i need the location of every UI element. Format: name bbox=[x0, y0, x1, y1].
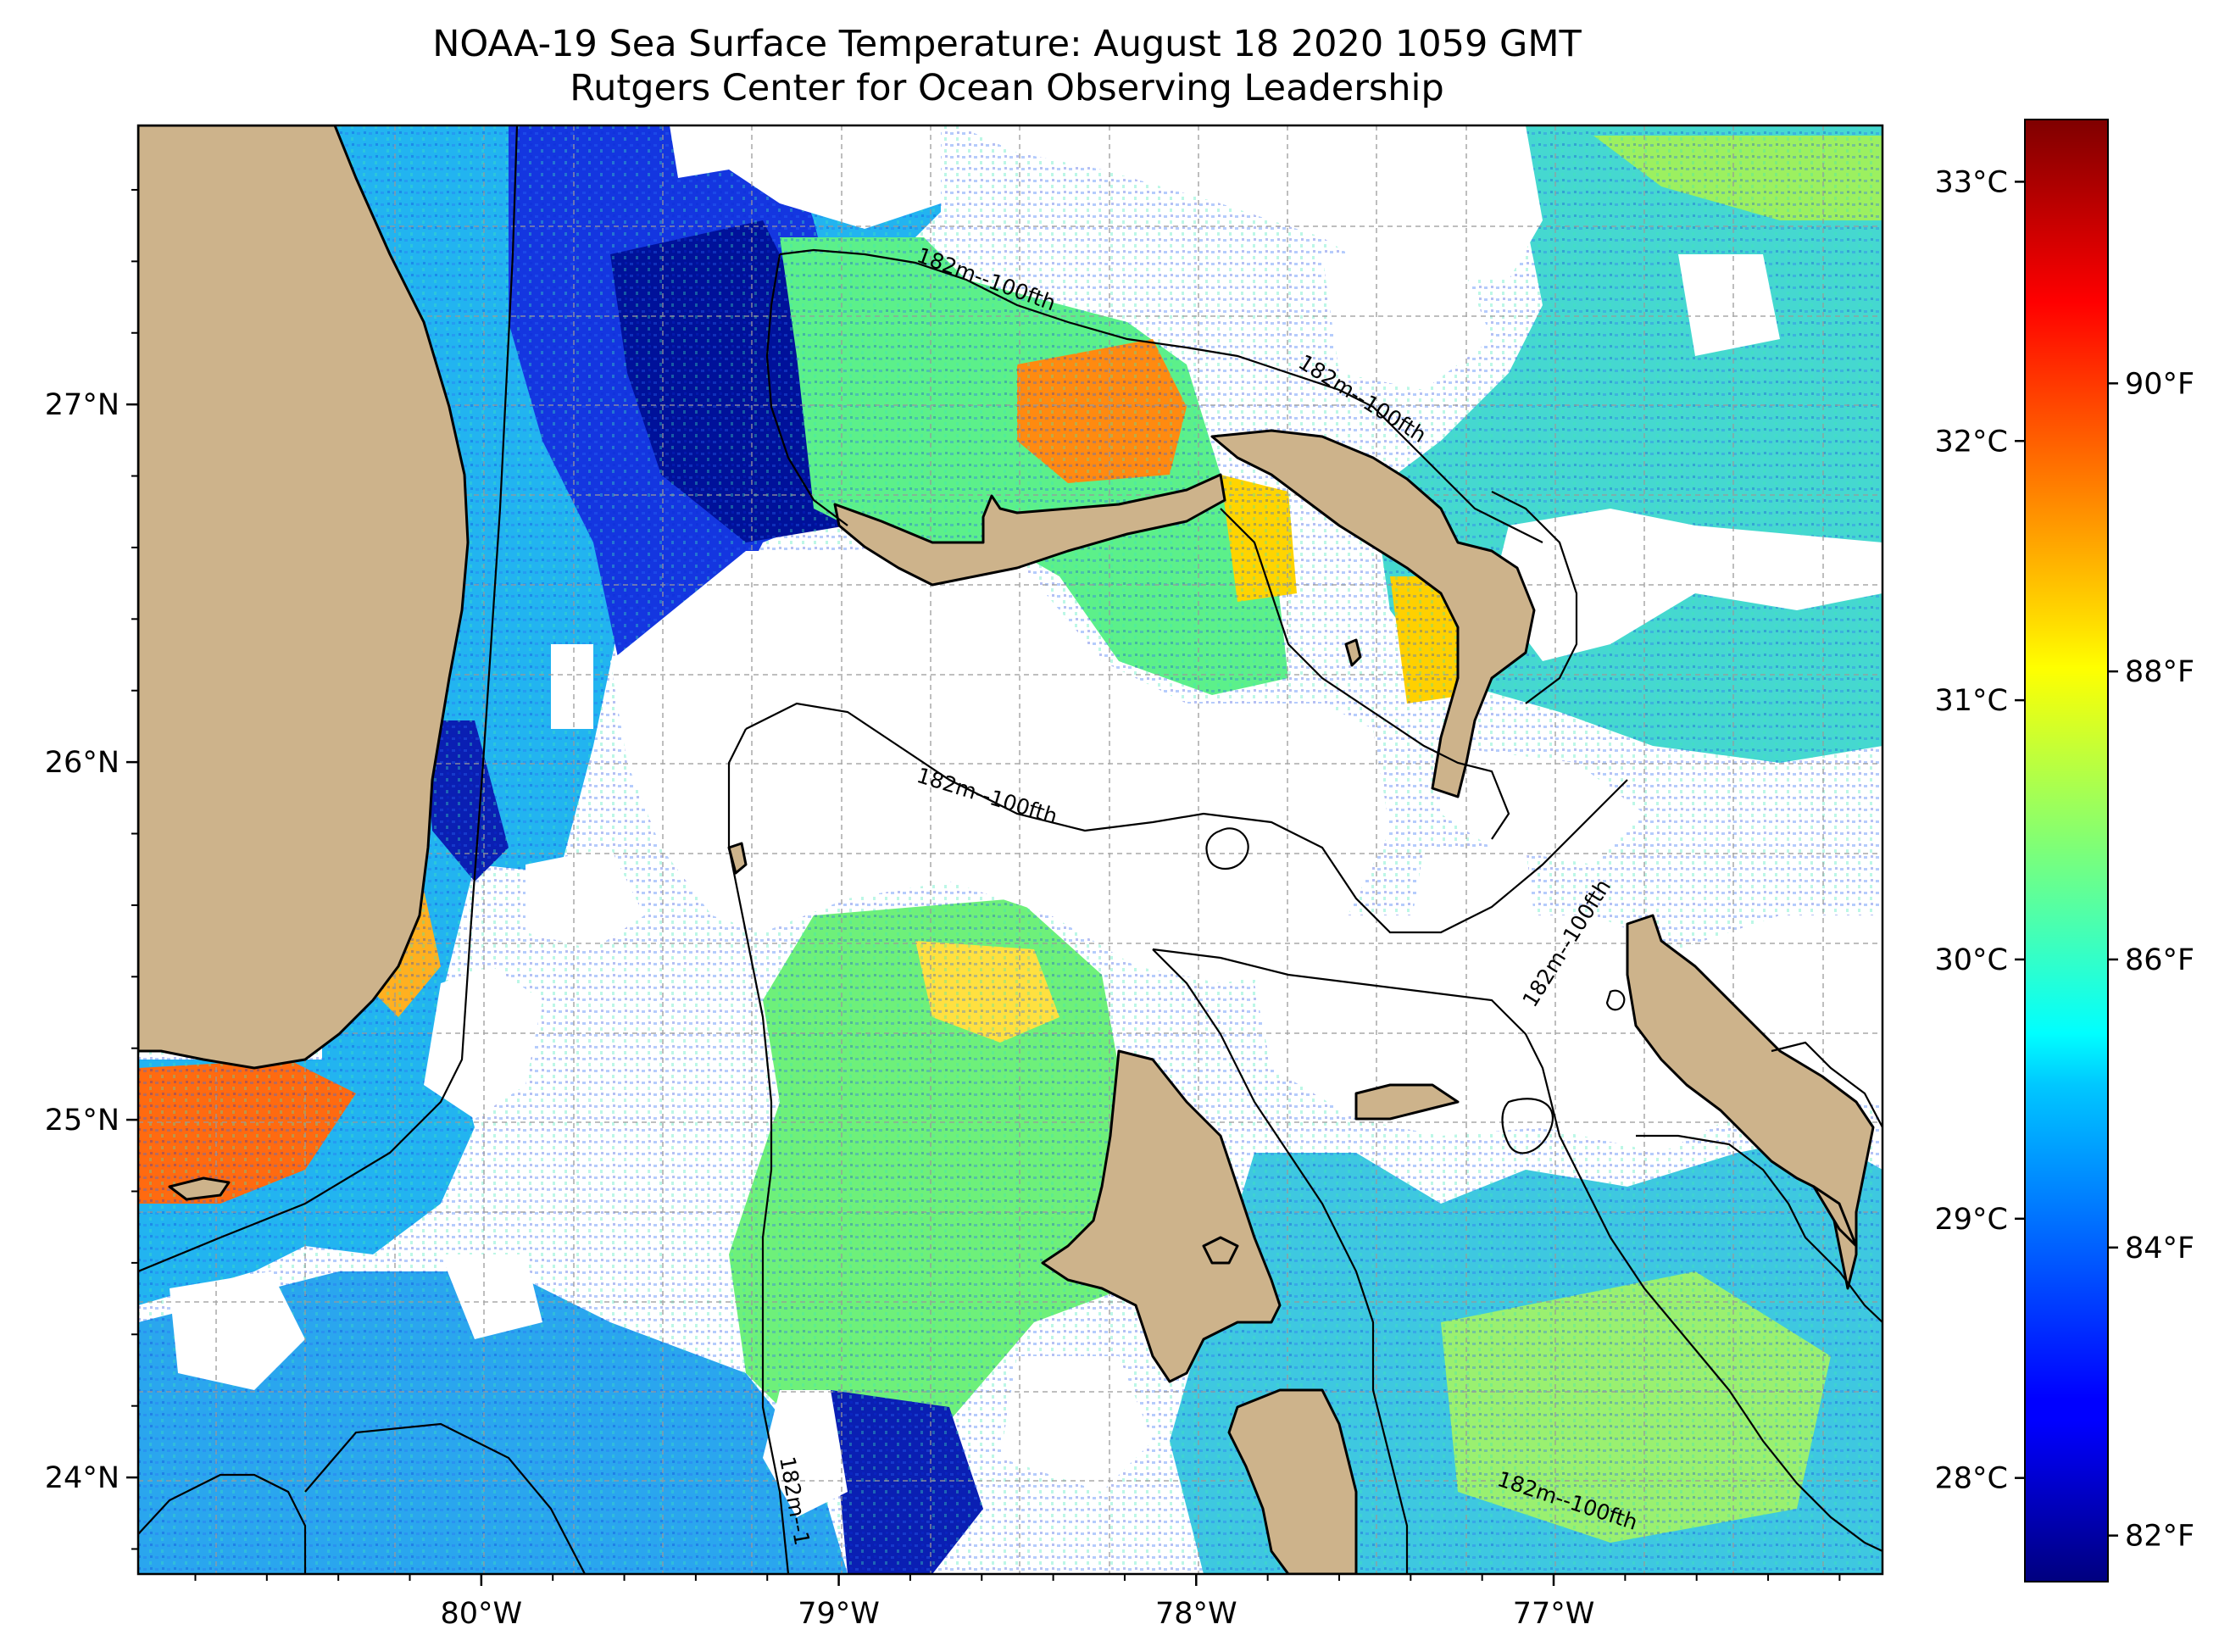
colorbar-fahrenheit-label: 82°F bbox=[2125, 1520, 2194, 1554]
contour-abaco-ring bbox=[1205, 827, 1249, 870]
colorbar-celsius-label: 30°C bbox=[1935, 943, 2008, 977]
figure-title: NOAA-19 Sea Surface Temperature: August … bbox=[432, 23, 1582, 65]
colorbar-gradient bbox=[2024, 119, 2109, 1582]
land-andros-south bbox=[1227, 1388, 1358, 1574]
contour-andros-ring bbox=[1501, 1098, 1554, 1154]
colorbar: 28°C 29°C 30°C 31°C 32°C 33°C 82°F 84°F 86°F 88°… bbox=[1935, 119, 2194, 1582]
lat-tick-label: 25°N bbox=[45, 1104, 120, 1137]
colorbar-celsius-label: 31°C bbox=[1935, 684, 2008, 718]
lon-tick-label: 78°W bbox=[1155, 1597, 1237, 1631]
contour-bahama-bank-north bbox=[779, 248, 1543, 543]
land-andros bbox=[1041, 1049, 1282, 1383]
land-grand-bahama bbox=[833, 473, 1226, 587]
land-florida bbox=[138, 125, 470, 1070]
cloud-mask-sw bbox=[170, 1271, 305, 1390]
cloud-mask-south bbox=[1000, 1356, 1153, 1492]
cloud-mask-south2 bbox=[763, 1390, 848, 1517]
lat-tick-label: 24°N bbox=[45, 1461, 120, 1495]
land-keys-2 bbox=[1202, 1236, 1239, 1265]
cloud-mask-northeast bbox=[958, 125, 1543, 280]
contour-exuma bbox=[1636, 1134, 1882, 1323]
contour-tongue bbox=[1152, 948, 1882, 1552]
contour-great-bahama-west bbox=[727, 728, 790, 1574]
cloud-mask-sw2 bbox=[441, 1254, 542, 1339]
longitude-axis: 80°W 79°W 78°W 77°W bbox=[194, 1574, 1841, 1631]
colorbar-celsius-label: 33°C bbox=[1935, 165, 2008, 199]
land-abaco bbox=[1210, 429, 1536, 798]
contour-little-bahama bbox=[1220, 508, 1510, 840]
cloud-mask-west2 bbox=[526, 848, 644, 949]
cloud-mask-east bbox=[1441, 746, 1644, 865]
colorbar-celsius-label: 28°C bbox=[1935, 1462, 2008, 1496]
contour-florida-keys bbox=[304, 1422, 586, 1574]
land-eleuthera bbox=[1626, 914, 1875, 1290]
contour-florida-shelf bbox=[138, 125, 519, 1273]
map-panel: 182m--100fth 182m--100fth 182m--100fth 1… bbox=[138, 125, 1882, 1574]
latitude-axis: 27°N 26°N 25°N 24°N bbox=[45, 188, 138, 1550]
land-berry-islands bbox=[1354, 1083, 1460, 1121]
colorbar-fahrenheit-label: 86°F bbox=[2125, 943, 2194, 977]
cloud-mask-west bbox=[424, 966, 542, 1119]
colorbar-celsius-label: 29°C bbox=[1935, 1203, 2008, 1237]
colorbar-fahrenheit-ticks: 82°F 84°F 86°F 88°F 90°F bbox=[2108, 367, 2194, 1554]
contour-east-ring bbox=[1771, 1041, 1882, 1128]
land bbox=[138, 125, 1875, 1574]
lon-tick-label: 79°W bbox=[798, 1597, 880, 1631]
lon-tick-label: 77°W bbox=[1513, 1597, 1595, 1631]
colorbar-celsius-ticks: 28°C 29°C 30°C 31°C 32°C 33°C bbox=[1935, 165, 2025, 1496]
cloud-mask-center bbox=[610, 542, 1390, 983]
colorbar-celsius-label: 32°C bbox=[1935, 425, 2008, 459]
bathymetry-contours bbox=[138, 125, 1882, 1574]
land-keys-1 bbox=[168, 1176, 231, 1201]
land-eleuthera-cut bbox=[1812, 1185, 1858, 1248]
cloud-mask-nw-lake bbox=[551, 644, 593, 729]
map-frame bbox=[136, 124, 1884, 1576]
colorbar-fahrenheit-label: 90°F bbox=[2125, 367, 2194, 401]
contour-bahama-bank-west bbox=[765, 253, 848, 526]
colorbar-fahrenheit-label: 88°F bbox=[2125, 655, 2194, 689]
lat-tick-label: 26°N bbox=[45, 746, 120, 780]
colorbar-fahrenheit-label: 84°F bbox=[2125, 1232, 2194, 1265]
contour-south-florida bbox=[138, 1473, 307, 1574]
land-grand-bahama-west bbox=[727, 842, 748, 875]
cloud-mask-north bbox=[670, 125, 941, 229]
contour-islet bbox=[1605, 989, 1626, 1011]
contour-great-bahama-north bbox=[745, 702, 1628, 934]
figure-subtitle: Rutgers Center for Ocean Observing Leade… bbox=[570, 67, 1444, 109]
lon-tick-label: 80°W bbox=[441, 1597, 523, 1631]
lat-tick-label: 27°N bbox=[45, 388, 120, 422]
cloud-mask-mid-east bbox=[1322, 254, 1492, 390]
contour-abaco-east bbox=[1491, 491, 1578, 704]
cloud-mask-ne2 bbox=[1678, 254, 1780, 356]
land-islet-abaco bbox=[1344, 638, 1362, 667]
contour-andros-east bbox=[1152, 948, 1409, 1574]
